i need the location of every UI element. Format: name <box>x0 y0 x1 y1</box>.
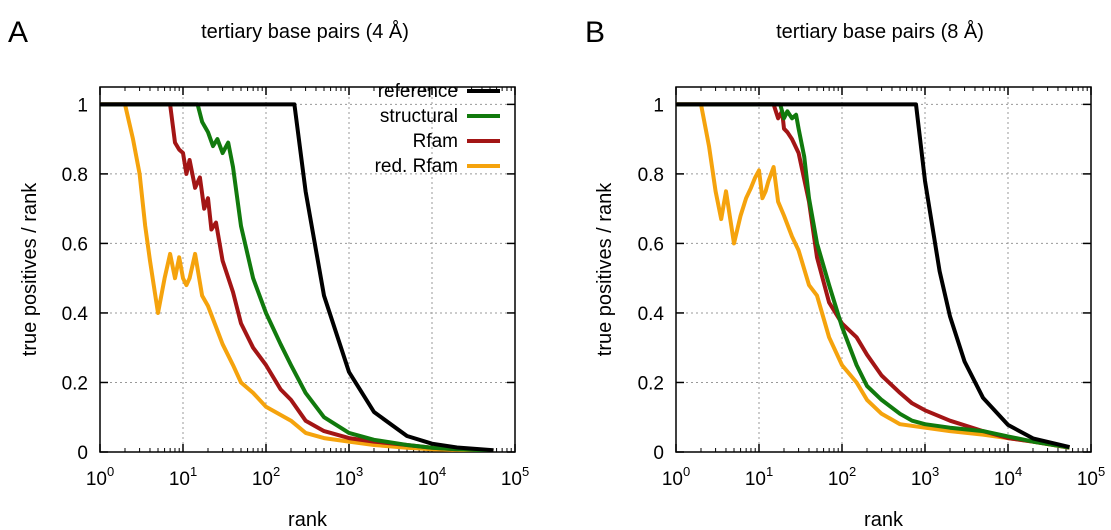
x-tick-label: 103 <box>911 464 939 490</box>
legend-label: red. Rfam <box>375 156 458 177</box>
y-tick-label: 0.4 <box>638 304 665 325</box>
y-tick-label: 0.8 <box>638 165 664 186</box>
x-axis-title: rank <box>864 509 904 530</box>
series-line-rfam <box>676 102 1070 450</box>
x-tick-label: 102 <box>252 464 280 490</box>
series-line-red-rfam <box>676 102 1070 450</box>
y-axis-title: true positives / rank <box>19 182 41 356</box>
series-group <box>676 102 1070 450</box>
series-line-reference <box>676 102 1070 450</box>
plot-frame <box>99 86 516 453</box>
x-tick-label: 103 <box>335 464 363 490</box>
y-tick-label: 0.8 <box>62 165 88 186</box>
y-tick-label: 0.4 <box>62 304 89 325</box>
chart-panel-b: 0 0.2 0.4 0.6 0.8 1 100 101 102 103 104 105 rank true… <box>585 16 1105 530</box>
panel-letter: A <box>8 16 28 49</box>
x-tick-label: 105 <box>501 464 529 490</box>
series-line-structural <box>676 102 1070 450</box>
y-tick-label: 1 <box>653 95 664 116</box>
legend-label: Rfam <box>413 131 458 152</box>
legend: reference structural Rfam red. Rfam <box>375 81 500 177</box>
chart-panel-a: 0 0.2 0.4 0.6 0.8 1 100 101 102 103 104 105 rank true… <box>8 16 529 530</box>
series-group <box>100 102 494 452</box>
y-tick-label: 0.6 <box>638 234 664 255</box>
x-axis-title: rank <box>288 509 328 530</box>
x-tick-label: 104 <box>418 464 446 490</box>
x-tick-label: 100 <box>662 464 690 490</box>
grid <box>100 87 515 452</box>
panel-letter: B <box>585 16 605 49</box>
y-tick-label: 1 <box>77 95 88 116</box>
x-tick-label: 104 <box>994 464 1022 490</box>
grid <box>676 87 1091 452</box>
legend-label: structural <box>380 106 458 127</box>
x-tick-label: 101 <box>745 464 773 490</box>
x-tick-label: 105 <box>1077 464 1105 490</box>
x-tick-label: 100 <box>86 464 114 490</box>
y-tick-label: 0.2 <box>638 373 664 394</box>
plot-frame <box>675 86 1092 453</box>
y-tick-label: 0.6 <box>62 234 88 255</box>
y-tick-label: 0 <box>77 443 88 464</box>
y-tick-label: 0.2 <box>62 373 88 394</box>
series-line-rfam <box>100 102 494 452</box>
series-line-structural <box>100 102 494 452</box>
y-tick-label: 0 <box>653 443 664 464</box>
x-tick-label: 101 <box>169 464 197 490</box>
series-line-red-rfam <box>100 102 494 452</box>
series-line-reference <box>100 102 494 452</box>
chart-title: tertiary base pairs (8 Å) <box>776 20 984 43</box>
legend-label: reference <box>378 81 458 102</box>
chart-title: tertiary base pairs (4 Å) <box>201 20 409 43</box>
x-tick-label: 102 <box>828 464 856 490</box>
y-axis-title: true positives / rank <box>594 182 616 356</box>
